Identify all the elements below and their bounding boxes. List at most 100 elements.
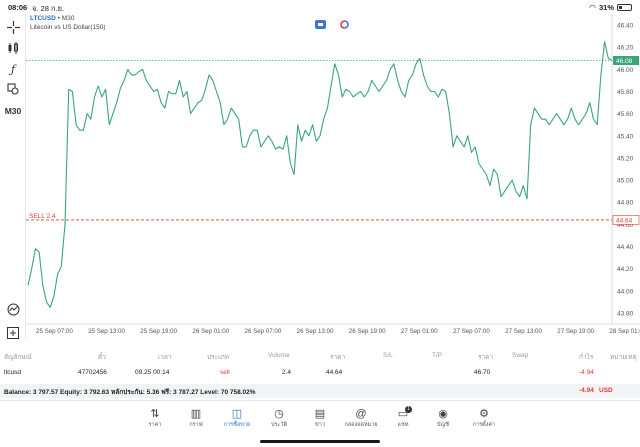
battery-icon	[617, 4, 632, 11]
indicator-flag-icon[interactable]	[315, 20, 326, 29]
positions-header-cell: ประเภท	[207, 354, 229, 361]
x-tick-label: 28 Sep 01:00	[609, 328, 640, 335]
chart-canvas[interactable]: 46.40 46.20 46.00 45.80 45.60 45.40 45.20 45.00…	[26, 14, 640, 340]
chat-badge: 1	[405, 406, 412, 413]
x-tick-label: 25 Sep 13:00	[88, 328, 125, 335]
y-tick-label: 44.80	[617, 200, 634, 207]
status-date: จ. 28 ก.ย.	[32, 4, 65, 13]
y-tick-label: 45.80	[617, 89, 634, 96]
wifi-icon: ◠	[589, 3, 596, 12]
mailbox-icon: @	[355, 408, 367, 420]
timeframe-button[interactable]: M30	[4, 106, 22, 116]
tab-arrows-updown[interactable]: ⇅ ราคา	[135, 407, 175, 429]
y-tick-label: 44.60	[617, 222, 634, 229]
crosshair-icon[interactable]	[4, 18, 22, 36]
y-tick-label: 45.00	[617, 178, 634, 185]
indicator-cycle-icon[interactable]	[339, 20, 350, 29]
tab-label: แชท	[397, 422, 409, 428]
objects-icon[interactable]	[4, 80, 22, 98]
symbol-description: Litecoin vs US Dollar(150)	[30, 23, 106, 31]
position-volume: 2.4	[282, 369, 292, 376]
x-tick-label: 27 Sep 13:00	[505, 328, 542, 335]
y-tick-label: 44.20	[617, 266, 634, 273]
status-bar: 08:06 จ. 28 ก.ย. ◠ 31%	[0, 0, 640, 14]
tab-account[interactable]: ◉ บัญชี	[423, 407, 463, 429]
positions-header-cell: S/L	[383, 352, 393, 359]
function-icon[interactable]: ƒ	[10, 62, 16, 76]
position-current-price: 46.70	[474, 369, 491, 376]
sell-price-label: 44.64	[616, 217, 633, 224]
chat-icon: ▭	[397, 408, 409, 420]
x-tick-label: 27 Sep 07:00	[453, 328, 490, 335]
sell-price-box	[612, 215, 640, 225]
y-tick-label: 45.60	[617, 111, 634, 118]
y-tick-label: 43.80	[617, 310, 634, 317]
positions-header-cell: สัญลักษณ์	[4, 354, 32, 361]
y-tick-label: 46.40	[617, 23, 634, 30]
y-tick-label: 44.00	[617, 288, 634, 295]
symbol-name[interactable]: LTCUSD	[30, 15, 56, 22]
home-indicator	[260, 440, 380, 443]
tab-label: ข่าว	[315, 422, 325, 428]
tab-chat[interactable]: ▭ 1 แชท	[383, 406, 423, 429]
price-series-line	[27, 41, 613, 308]
y-tick-label: 45.20	[617, 155, 634, 162]
tab-label: กล่องจดหมาย	[344, 422, 378, 428]
positions-header-cell: กำไร	[579, 354, 594, 361]
symbol-timeframe: • M30	[57, 15, 75, 22]
position-type: sell	[220, 369, 230, 376]
tab-label: ประวัติ	[270, 422, 288, 428]
balance-summary: Balance: 3 797.57 Equity: 3 792.63 หลักป…	[4, 389, 256, 396]
x-tick-label: 25 Sep 07:00	[36, 328, 73, 335]
price-chart[interactable]: 46.40 46.20 46.00 45.80 45.60 45.40 45.20 45.00…	[26, 14, 640, 340]
symbol-info: LTCUSD • M30 Litecoin vs US Dollar(150)	[30, 15, 106, 32]
history-icon[interactable]	[4, 300, 22, 318]
positions-header-cell: Volume	[268, 352, 290, 359]
tab-candles[interactable]: ▥ กราฟ	[176, 407, 216, 429]
positions-header-cell: ราคา	[330, 354, 346, 361]
current-price-label: 46.08	[616, 58, 633, 65]
tab-label: ราคา	[148, 422, 162, 428]
tab-label: กราฟ	[189, 422, 203, 428]
positions-header-cell: Swap	[512, 352, 529, 359]
x-tick-label: 25 Sep 19:00	[140, 328, 177, 335]
history-icon: ◷	[274, 408, 284, 420]
balance-currency: USD	[599, 387, 613, 394]
candles-icon[interactable]	[4, 39, 22, 57]
status-time: 08:06	[8, 3, 28, 12]
tab-trade-chart[interactable]: ◫ การซื้อขาย	[217, 407, 257, 429]
current-price-box	[613, 56, 639, 65]
add-icon[interactable]	[4, 324, 22, 342]
position-row[interactable]: ltcusd 47702456 09.25 00:14 sell 2.4 44.64 46.…	[0, 369, 640, 381]
status-right: ◠ 31%	[589, 3, 632, 12]
balance-profit: -4.94	[579, 387, 594, 394]
news-icon: ▤	[314, 408, 326, 420]
account-icon: ◉	[438, 408, 448, 420]
balance-bar: Balance: 3 797.57 Equity: 3 792.63 หลักป…	[0, 384, 640, 398]
x-tick-label: 26 Sep 01:00	[192, 328, 229, 335]
trade-chart-icon: ◫	[231, 408, 243, 420]
y-tick-label: 46.20	[617, 45, 634, 52]
tab-news[interactable]: ▤ ข่าว	[300, 407, 340, 429]
tab-label: การตั้งค่า	[472, 422, 496, 428]
x-tick-label: 26 Sep 07:00	[245, 328, 282, 335]
bottom-tab-bar: ⇅ ราคา ▥ กราฟ ◫ การซื้อขาย ◷ ประวัติ ▤ ข่าว @ กล่อง…	[0, 400, 640, 447]
x-tick-label: 27 Sep 19:00	[557, 328, 594, 335]
positions-header: สัญลักษณ์ ตั๋ว เวลา ประเภท Volume ราคา S/L T/P ร…	[0, 352, 640, 364]
positions-header-cell: T/P	[432, 352, 443, 359]
position-time: 09.25 00:14	[135, 369, 170, 376]
y-tick-label: 44.40	[617, 244, 634, 251]
settings-icon: ⚙	[479, 408, 489, 420]
tab-label: การซื้อขาย	[223, 422, 251, 428]
x-tick-label: 26 Sep 13:00	[297, 328, 334, 335]
positions-header-cell: ตั๋ว	[98, 354, 106, 361]
y-tick-label: 45.40	[617, 133, 634, 140]
position-open-price: 44.64	[326, 369, 343, 376]
tab-label: บัญชี	[437, 422, 449, 428]
y-tick-label: 46.00	[617, 67, 634, 74]
tab-settings[interactable]: ⚙ การตั้งค่า	[464, 407, 504, 429]
tab-history[interactable]: ◷ ประวัติ	[259, 407, 299, 429]
position-ticket: 47702456	[78, 369, 107, 376]
tab-mailbox[interactable]: @ กล่องจดหมาย	[341, 407, 381, 429]
positions-header-cell: เวลา	[158, 354, 172, 361]
